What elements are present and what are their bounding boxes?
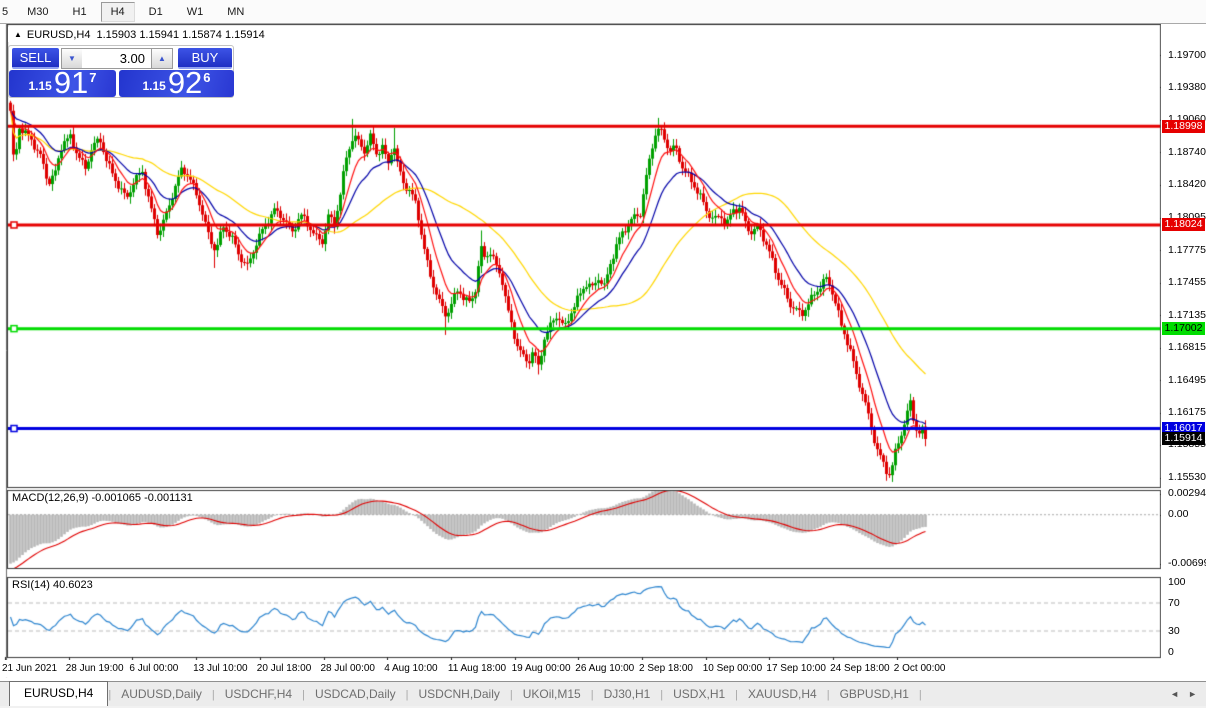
price-line-label: 1.15914	[1162, 432, 1205, 446]
tab-separator: |	[302, 689, 305, 701]
price-tick-label: 1.18095	[1168, 211, 1206, 224]
price-tick-label: 1.15530	[1168, 471, 1206, 484]
time-axis[interactable]: 21 Jun 2021 28 Jun 19:00 6 Jul 00:00 13 Jul…	[0, 660, 1160, 677]
chart-tab-usdcnh[interactable]: USDCNH,Daily	[418, 687, 500, 701]
tab-separator: |	[590, 689, 594, 701]
sell-button[interactable]: SELL	[12, 48, 59, 69]
chart-tab-dj30[interactable]: DJ30,H1	[603, 687, 651, 701]
date-tick-label: 11 Aug 18:00	[447, 663, 507, 674]
price-line-label: 1.16017	[1162, 422, 1205, 436]
ask-pipette: 6	[203, 70, 211, 85]
tab-separator: |	[660, 689, 664, 701]
chart-tab-usdx[interactable]: USDX,H1	[673, 687, 726, 701]
rsi-indicator-label: RSI(14) 40.6023	[12, 579, 93, 591]
bottom-strip	[0, 706, 1206, 708]
bid-pipette: 7	[89, 70, 97, 85]
tab-separator: |	[826, 689, 830, 701]
timeframe-button-w1[interactable]: W1	[186, 5, 204, 18]
tab-separator: |	[108, 689, 112, 701]
date-tick-label: 28 Jun 19:00	[65, 663, 124, 674]
tab-separator: |	[405, 689, 409, 701]
timeframe-button-h1[interactable]: H1	[72, 5, 87, 18]
price-line-label: 1.17002	[1162, 322, 1205, 336]
macd-indicator-label: MACD(12,26,9) -0.001065 -0.001131	[12, 492, 193, 504]
price-tick-label: 1.17135	[1168, 308, 1206, 321]
chart-tab-ukoil[interactable]: UKOil,M15	[522, 687, 581, 701]
date-tick-label: 26 Aug 10:00	[575, 663, 635, 674]
rsi-tick-label: 100	[1168, 575, 1186, 588]
tab-separator: |	[918, 689, 922, 701]
symbol-title: EURUSD,H4	[26, 28, 91, 41]
date-tick-label: 13 Jul 10:00	[193, 663, 248, 674]
rsi-tick-label: 30	[1168, 624, 1180, 637]
bid-quote[interactable]: 1.15 91 7	[9, 65, 116, 100]
price-tick-label: 1.17455	[1168, 276, 1206, 289]
price-tick-label: 1.16175	[1168, 406, 1206, 418]
price-tick-label: 1.18420	[1168, 178, 1206, 191]
date-tick-label: 10 Sep 00:00	[702, 663, 763, 674]
buy-button[interactable]: BUY	[178, 48, 232, 69]
date-tick-label: 24 Sep 18:00	[830, 663, 890, 674]
spin-down-icon: ▼	[68, 54, 76, 63]
bid-main-digits: 91	[53, 65, 89, 100]
one-click-collapse-icon[interactable]: ▲	[14, 30, 22, 39]
macd-tick-label: 0.00294	[1168, 487, 1206, 500]
price-line-label: 1.18024	[1162, 218, 1205, 232]
chart-tab-audusd[interactable]: AUDUSD,Daily	[121, 687, 202, 701]
date-tick-label: 19 Aug 00:00	[511, 663, 571, 674]
tab-scroll-left-icon[interactable]: ◄	[1170, 689, 1180, 699]
volume-increase-button[interactable]: ▲	[151, 48, 173, 69]
chart-tab-bar: EURUSD,H4 | AUDUSD,Daily | USDCHF,H4 | USDCAD,…	[0, 681, 1206, 706]
tab-separator: |	[509, 689, 513, 701]
price-scale[interactable]: 1.19700 1.19380 1.19060 1.18740 1.18420 1.180…	[1161, 23, 1206, 659]
date-tick-label: 2 Oct 00:00	[893, 663, 946, 674]
date-tick-label: 17 Sep 10:00	[766, 663, 826, 674]
spin-up-icon: ▲	[158, 54, 166, 63]
one-click-trade-panel: SELL ▼ ▲ BUY 1.15 91 7 1.15 92 6	[8, 45, 234, 98]
date-tick-label: 6 Jul 00:00	[129, 663, 179, 674]
timeframe-button-d1[interactable]: D1	[148, 5, 163, 18]
chart-tab-eurusd[interactable]: EURUSD,H4	[9, 681, 109, 706]
date-tick-label: 20 Jul 18:00	[256, 663, 312, 674]
ask-main-digits: 92	[167, 65, 203, 100]
date-tick-label: 28 Jul 00:00	[320, 663, 376, 674]
timeframe-button-mn[interactable]: MN	[227, 5, 245, 18]
tab-scroll-right-icon[interactable]: ►	[1188, 689, 1197, 699]
macd-tick-label: -0.00699	[1168, 557, 1206, 570]
rsi-tick-label: 0	[1168, 645, 1174, 658]
price-tick-label: 1.16495	[1168, 373, 1206, 386]
chart-title: ▲ EURUSD,H4 1.15903 1.15941 1.15874 1.15…	[8, 27, 265, 42]
bid-prefix: 1.15	[28, 79, 52, 93]
chart-tab-xauusd[interactable]: XAUUSD,H4	[748, 687, 817, 701]
price-tick-label: 1.19700	[1168, 48, 1206, 61]
chart-tab-usdchf[interactable]: USDCHF,H4	[224, 687, 293, 701]
date-tick-label: 21 Jun 2021	[2, 663, 58, 674]
price-tick-label: 1.19060	[1168, 114, 1206, 125]
date-tick-label: 4 Aug 10:00	[384, 663, 438, 674]
chart-tab-usdcad[interactable]: USDCAD,Daily	[314, 687, 396, 701]
tab-separator: |	[735, 689, 739, 701]
volume-input[interactable]	[82, 48, 151, 69]
date-tick-label: 2 Sep 18:00	[639, 663, 693, 674]
macd-tick-label: 0.00	[1168, 508, 1189, 521]
price-tick-label: 1.17775	[1168, 243, 1206, 256]
ohlc-values: 1.15903 1.15941 1.15874 1.15914	[96, 28, 265, 41]
tab-separator: |	[211, 689, 215, 701]
price-tick-label: 1.16815	[1168, 341, 1206, 354]
rsi-tick-label: 70	[1168, 596, 1180, 609]
chart-tab-gbpusd[interactable]: GBPUSD,H1	[839, 687, 909, 701]
price-line-label: 1.18998	[1162, 119, 1205, 133]
price-tick-label: 1.19380	[1168, 80, 1206, 93]
timeframe-button-h4[interactable]: H4	[100, 1, 135, 22]
ask-quote[interactable]: 1.15 92 6	[119, 65, 234, 100]
ask-prefix: 1.15	[142, 79, 166, 93]
timeframe-toolbar: 5 M30 H1 H4 D1 W1 MN	[0, 0, 1206, 24]
timeframe-button-5[interactable]: 5	[2, 5, 9, 18]
price-tick-label: 1.18740	[1168, 145, 1206, 158]
timeframe-button-m30[interactable]: M30	[27, 5, 49, 18]
